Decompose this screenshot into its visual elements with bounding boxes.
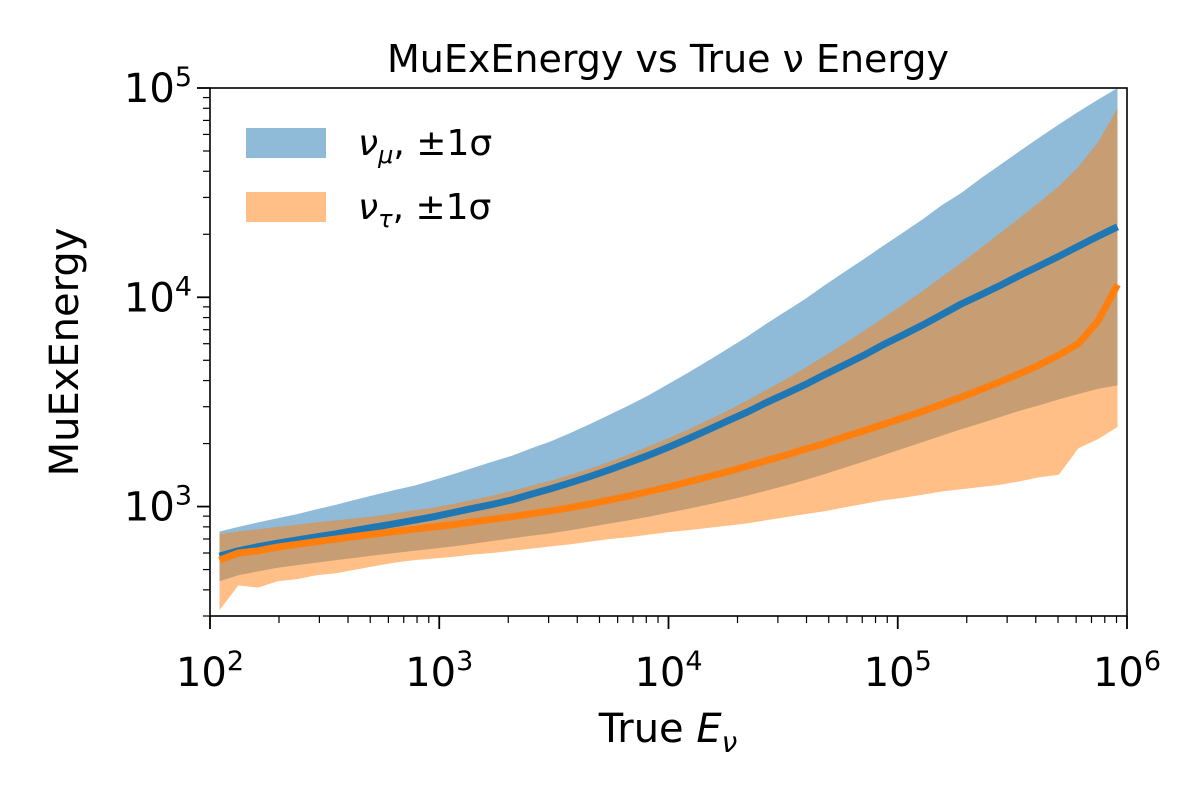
y-axis-label: MuExEnergy	[42, 228, 88, 477]
y-tick-label: 103	[124, 481, 192, 531]
x-tick-label: 105	[864, 646, 932, 696]
nutau-sigma-band	[219, 108, 1118, 611]
x-tick-label: 102	[176, 646, 244, 696]
x-tick-label: 104	[634, 646, 702, 696]
y-tick-label: 104	[124, 271, 192, 321]
chart-legend: νμ, ±1σ ντ, ±1σ	[246, 123, 492, 233]
chart-lines	[218, 223, 1121, 564]
numu-median-line	[218, 223, 1120, 560]
numu-legend-label: νμ, ±1σ	[358, 123, 492, 169]
numu-legend-swatch	[246, 128, 326, 158]
x-axis-ticks: 102 103 104 105 106	[176, 616, 1161, 696]
y-axis-ticks: 103 104 105	[124, 62, 210, 617]
nutau-median-line	[218, 282, 1121, 564]
x-tick-label: 103	[405, 646, 473, 696]
y-tick-label: 105	[124, 62, 192, 112]
x-axis-label: True Eν	[598, 706, 738, 759]
chart-bands	[219, 88, 1118, 611]
x-tick-label: 106	[1093, 646, 1161, 696]
chart-title: MuExEnergy vs True ν Energy	[387, 37, 949, 81]
nutau-legend-swatch	[246, 192, 326, 222]
nutau-legend-label: ντ, ±1σ	[358, 187, 491, 233]
